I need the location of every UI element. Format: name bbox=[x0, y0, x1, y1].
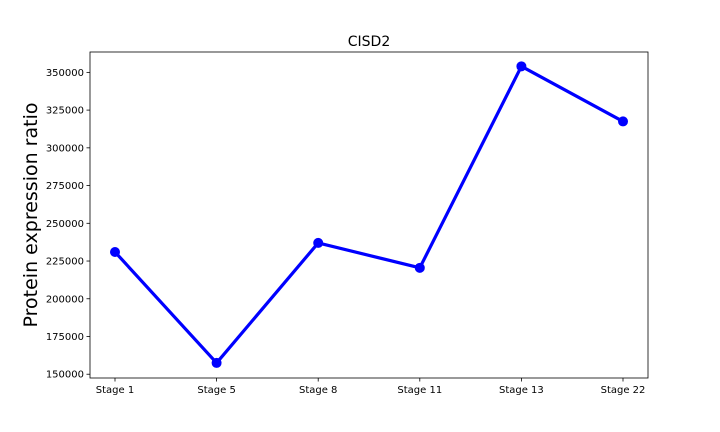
x-tick-label: Stage 1 bbox=[96, 385, 134, 396]
y-tick-label: 350000 bbox=[46, 68, 84, 79]
data-point bbox=[414, 262, 425, 273]
y-tick-label: 150000 bbox=[46, 370, 84, 381]
plot-area bbox=[89, 51, 649, 379]
y-tick-label: 175000 bbox=[46, 332, 84, 343]
x-tick-label: Stage 5 bbox=[197, 385, 235, 396]
x-axis: Stage 1 Stage 5 Stage 8 Stage 11 Stage 13 Sta… bbox=[96, 378, 646, 396]
data-point bbox=[211, 357, 222, 368]
y-tick-label: 275000 bbox=[46, 181, 84, 192]
chart-title: CISD2 bbox=[348, 34, 390, 50]
data-series bbox=[110, 61, 628, 368]
y-tick-label: 325000 bbox=[46, 106, 84, 117]
y-axis: 150000 175000 200000 225000 250000 275000 3000… bbox=[46, 68, 90, 381]
x-tick-label: Stage 13 bbox=[499, 385, 544, 396]
y-tick-label: 250000 bbox=[46, 219, 84, 230]
data-point bbox=[618, 116, 628, 127]
data-point bbox=[516, 61, 527, 72]
y-tick-label: 225000 bbox=[46, 257, 84, 268]
data-point bbox=[110, 246, 120, 257]
x-tick-label: Stage 22 bbox=[601, 385, 646, 396]
y-axis-label: Protein expression ratio bbox=[20, 103, 42, 328]
x-tick-label: Stage 11 bbox=[397, 385, 442, 396]
x-tick-label: Stage 8 bbox=[299, 385, 337, 396]
series-line bbox=[113, 64, 625, 365]
y-tick-label: 300000 bbox=[46, 143, 84, 154]
y-tick-label: 200000 bbox=[46, 294, 84, 305]
data-point bbox=[313, 237, 324, 248]
